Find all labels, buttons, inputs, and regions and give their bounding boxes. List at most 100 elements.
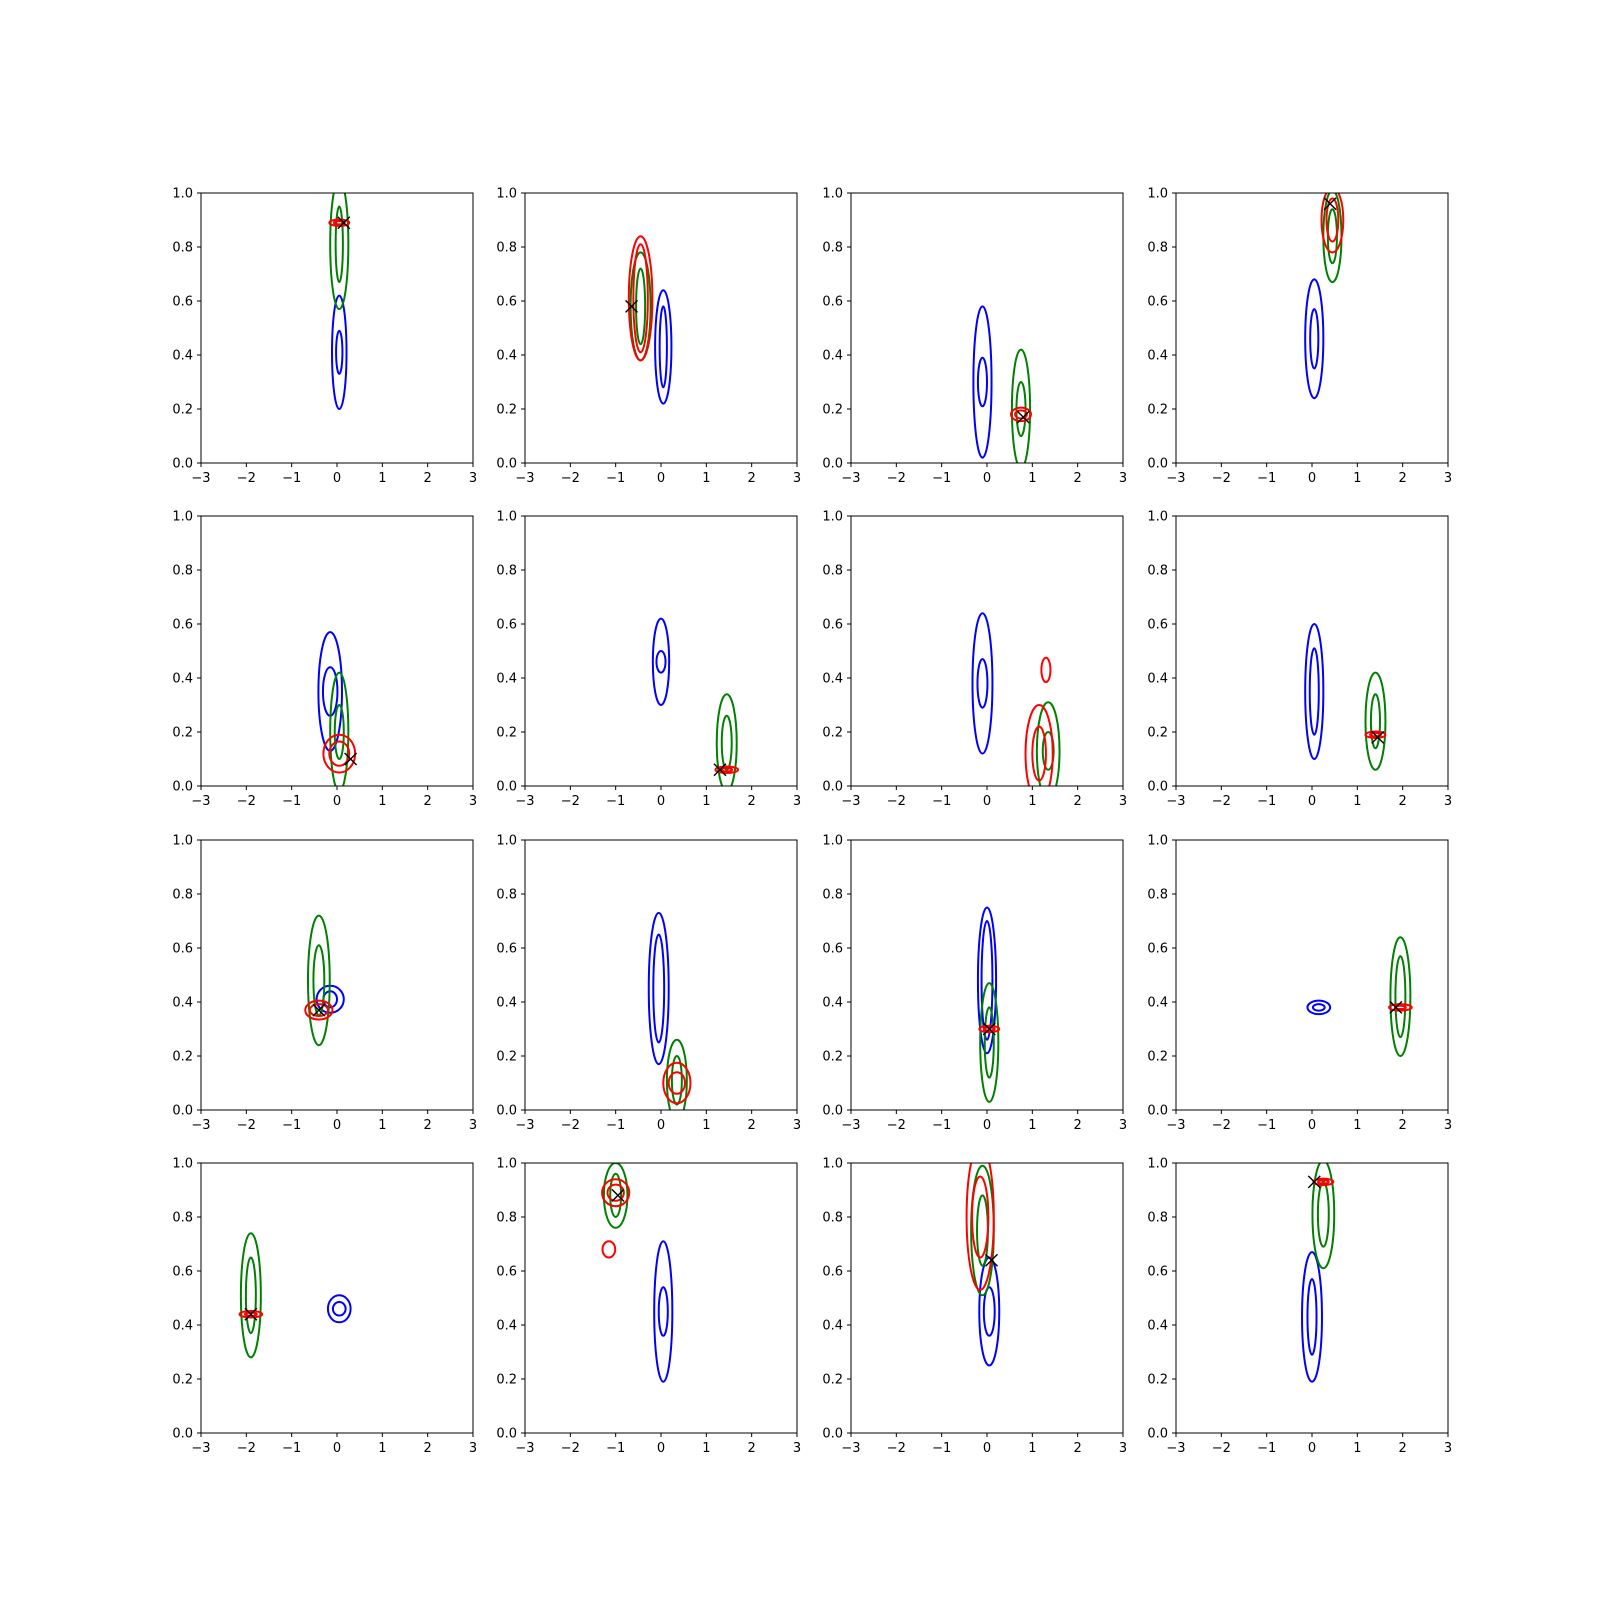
x-tick-label: −3 [515, 1118, 534, 1133]
y-tick-label: 1.0 [1147, 510, 1168, 525]
x-tick-label: 3 [1119, 471, 1127, 486]
red-contour-outer [627, 235, 654, 362]
x-tick-label: −1 [282, 471, 301, 486]
y-tick-label: 0.2 [822, 403, 843, 418]
x-tick-label: 1 [378, 794, 386, 809]
x-tick-label: −2 [561, 1118, 580, 1133]
x-tick-label: 2 [748, 471, 756, 486]
x-tick-label: 2 [1074, 471, 1082, 486]
x-tick-label: −1 [282, 794, 301, 809]
x-tick-label: 0 [333, 471, 341, 486]
y-tick-label: 0.8 [172, 241, 193, 256]
x-tick-label: 2 [1399, 471, 1407, 486]
subplot-14: −3 −2 −1 0 1 2 3 0.0 0.2 0.4 0.6 0.8 1.0 [496, 1157, 801, 1457]
axes-frame [200, 192, 474, 464]
x-tick-label: −3 [515, 471, 534, 486]
y-tick-label: 0.4 [1147, 672, 1168, 687]
y-tick-label: 0.6 [172, 1265, 193, 1280]
y-tick-label: 0.6 [822, 618, 843, 633]
x-tick-label: 0 [983, 1118, 991, 1133]
x-tick-label: 2 [748, 1441, 756, 1456]
blue-contour-inner [1309, 308, 1320, 370]
red-contour-outer [322, 733, 357, 774]
subplot-4: −3 −2 −1 0 1 2 3 0.0 0.2 0.4 0.6 0.8 1.0 [1147, 187, 1452, 487]
x-tick-label: −2 [1212, 1441, 1231, 1456]
blue-contour-outer [971, 612, 994, 755]
x-tick-label: 2 [748, 794, 756, 809]
x-tick-label: 1 [1353, 794, 1361, 809]
red-contour-inner [606, 1183, 625, 1202]
green-contour-outer [306, 914, 331, 1047]
x-tick-label: −1 [606, 1441, 625, 1456]
y-tick-label: 0.4 [172, 996, 193, 1011]
y-tick-label: 1.0 [172, 187, 193, 202]
x-tick-label: −2 [1212, 794, 1231, 809]
x-tick-label: 2 [748, 1118, 756, 1133]
y-tick-label: 0.4 [172, 349, 193, 364]
y-tick-label: 0.6 [822, 942, 843, 957]
x-tick-label: 2 [424, 471, 432, 486]
y-tick-label: 0.8 [1147, 241, 1168, 256]
red-contour-inner [667, 1071, 687, 1095]
y-tick-label: 0.0 [496, 1427, 517, 1442]
x-tick-label: −2 [887, 794, 906, 809]
contour-layer [965, 1163, 1001, 1367]
green-contour-outer [602, 1163, 629, 1229]
y-tick-label: 0.0 [822, 1427, 843, 1442]
y-tick-label: 0.4 [172, 1319, 193, 1334]
x-tick-label: 3 [469, 794, 477, 809]
subplot-8: −3 −2 −1 0 1 2 3 0.0 0.2 0.4 0.6 0.8 1.0 [1147, 510, 1452, 810]
x-tick-label: 1 [702, 1118, 710, 1133]
y-tick-label: 0.0 [822, 780, 843, 795]
y-tick-label: 0.0 [822, 1104, 843, 1119]
marker-stroke [982, 1022, 996, 1036]
y-tick-label: 1.0 [822, 510, 843, 525]
contour-layer [1306, 936, 1413, 1057]
blue-contour-inner [658, 305, 668, 389]
x-tick-label: 2 [424, 794, 432, 809]
x-tick-label: 2 [1074, 1441, 1082, 1456]
marker-stroke [337, 216, 351, 230]
y-tick-label: 1.0 [496, 1157, 517, 1172]
green-contour-inner [1316, 1180, 1330, 1248]
y-tick-label: 0.4 [1147, 1319, 1168, 1334]
contour-layer [651, 617, 740, 786]
x-tick-label: −3 [191, 1118, 210, 1133]
true-value-x-marker [1389, 1000, 1403, 1014]
red-contour-inner [1325, 197, 1340, 243]
contour-layer [1304, 193, 1345, 400]
blue-contour-outer [1304, 623, 1325, 760]
x-tick-label: −3 [515, 1441, 534, 1456]
blue-contour-inner [335, 329, 344, 375]
true-value-x-marker [1307, 1175, 1321, 1189]
subplot-7: −3 −2 −1 0 1 2 3 0.0 0.2 0.4 0.6 0.8 1.0 [822, 510, 1127, 810]
red-contour-outer [601, 1178, 631, 1208]
green-contour-inner [1394, 955, 1407, 1039]
green-contour-outer [979, 982, 1000, 1103]
y-tick-label: 1.0 [172, 1157, 193, 1172]
x-tick-label: 0 [983, 471, 991, 486]
red-contour-outer [1040, 656, 1052, 684]
y-tick-label: 1.0 [1147, 1157, 1168, 1172]
y-tick-label: 0.2 [1147, 1373, 1168, 1388]
x-tick-label: 1 [1353, 1118, 1361, 1133]
true-value-x-marker [1016, 410, 1030, 424]
green-contour-outer [329, 193, 350, 311]
y-tick-label: 0.2 [172, 1373, 193, 1388]
y-tick-label: 0.0 [172, 780, 193, 795]
y-tick-label: 0.4 [1147, 996, 1168, 1011]
blue-contour-outer [1306, 999, 1332, 1016]
subplot-5: −3 −2 −1 0 1 2 3 0.0 0.2 0.4 0.6 0.8 1.0 [172, 510, 477, 810]
x-tick-label: −1 [282, 1441, 301, 1456]
marker-stroke [312, 1003, 326, 1017]
y-tick-label: 0.2 [496, 1373, 517, 1388]
x-tick-label: −3 [191, 471, 210, 486]
x-tick-label: −2 [561, 1441, 580, 1456]
x-tick-label: −1 [606, 1118, 625, 1133]
y-tick-label: 0.0 [1147, 1427, 1168, 1442]
y-tick-label: 0.2 [172, 1050, 193, 1065]
x-tick-label: 3 [793, 471, 801, 486]
x-tick-label: 3 [469, 1441, 477, 1456]
green-contour-inner [334, 205, 344, 284]
y-tick-label: 0.2 [496, 403, 517, 418]
